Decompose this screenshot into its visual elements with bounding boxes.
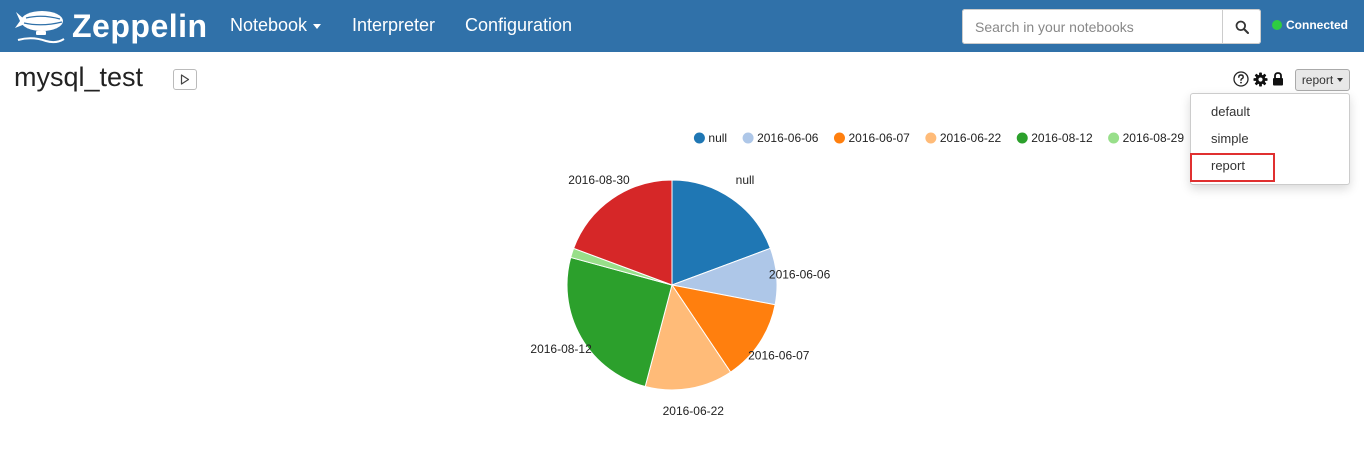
legend-swatch bbox=[1016, 132, 1028, 144]
search-input[interactable] bbox=[962, 9, 1222, 44]
legend-swatch bbox=[742, 132, 754, 144]
legend-label: 2016-06-07 bbox=[848, 131, 910, 145]
note-title[interactable]: mysql_test bbox=[14, 62, 144, 92]
connection-status: Connected bbox=[1272, 18, 1348, 32]
lock-icon bbox=[1273, 72, 1283, 86]
brand-name: Zeppelin bbox=[72, 7, 208, 44]
slice-label-2016-06-06: 2016-06-06 bbox=[769, 267, 831, 281]
pie-chart-container: null 2016-06-06 2016-06-07 2016-06-22 2016-0… bbox=[0, 95, 1364, 449]
legend-label: 2016-08-29 bbox=[1123, 131, 1185, 145]
brand-logo[interactable]: Zeppelin bbox=[12, 6, 208, 46]
legend-swatch bbox=[833, 132, 845, 144]
nav-configuration[interactable]: Configuration bbox=[465, 15, 573, 35]
legend-swatch bbox=[925, 132, 937, 144]
pie-labels: null 2016-06-06 2016-06-07 2016-06-22 2016-0… bbox=[530, 173, 830, 418]
zeppelin-logo-icon bbox=[15, 11, 65, 44]
display-mode-label: report bbox=[1301, 73, 1334, 87]
pie-slice-2016-06-22[interactable] bbox=[644, 283, 732, 391]
menu-item-simple[interactable]: simple bbox=[1211, 131, 1249, 146]
legend-label: null bbox=[708, 131, 727, 145]
settings-button[interactable] bbox=[1253, 71, 1268, 87]
pie-slice-2016-08-12[interactable] bbox=[566, 256, 673, 388]
help-button[interactable] bbox=[1233, 71, 1249, 87]
slice-label-2016-08-30: 2016-08-30 bbox=[568, 173, 630, 187]
menu-item-report-label: report bbox=[1211, 158, 1245, 173]
legend-swatch bbox=[693, 132, 705, 144]
chevron-down-icon bbox=[1337, 78, 1344, 82]
run-all-button[interactable] bbox=[173, 69, 197, 90]
slice-label-2016-06-22: 2016-06-22 bbox=[663, 404, 725, 418]
menu-item-default[interactable]: default bbox=[1211, 104, 1251, 119]
slice-label-2016-06-07: 2016-06-07 bbox=[748, 349, 810, 363]
pie-chart: null 2016-06-06 2016-06-07 2016-06-22 2016-0… bbox=[530, 131, 1184, 418]
slice-label-null: null bbox=[736, 173, 755, 187]
legend-label: 2016-08-12 bbox=[1031, 131, 1093, 145]
display-mode-menu: default simple report bbox=[1190, 93, 1350, 185]
legend-item-2016-06-22[interactable]: 2016-06-22 bbox=[925, 131, 1002, 145]
legend-swatch bbox=[1108, 132, 1120, 144]
legend-label: 2016-06-22 bbox=[940, 131, 1002, 145]
display-mode-button[interactable]: report bbox=[1295, 69, 1350, 91]
status-label: Connected bbox=[1286, 18, 1349, 32]
pie-slice-2016-06-07[interactable] bbox=[670, 284, 776, 373]
chart-legend: null 2016-06-06 2016-06-07 2016-06-22 2016-0… bbox=[693, 131, 1184, 145]
legend-item-null[interactable]: null bbox=[693, 131, 727, 145]
legend-item-2016-06-06[interactable]: 2016-06-06 bbox=[742, 131, 819, 145]
play-icon bbox=[180, 74, 190, 85]
pie-slice-2016-08-30[interactable] bbox=[572, 179, 673, 286]
nav-notebook-menu[interactable]: Notebook bbox=[230, 15, 322, 36]
pie-slice-null[interactable] bbox=[671, 179, 772, 286]
nav-notebook-label: Notebook bbox=[230, 15, 308, 35]
top-navbar: Zeppelin Notebook Interpreter Configurat… bbox=[0, 0, 1364, 52]
search-button[interactable] bbox=[1222, 9, 1261, 44]
note-tools bbox=[1233, 71, 1288, 87]
status-dot-icon bbox=[1272, 20, 1282, 30]
chevron-down-icon bbox=[313, 23, 322, 29]
search-icon bbox=[1235, 20, 1249, 34]
legend-label: 2016-06-06 bbox=[757, 131, 819, 145]
legend-item-2016-08-29[interactable]: 2016-08-29 bbox=[1108, 131, 1184, 145]
pie-slices bbox=[566, 179, 778, 391]
help-icon bbox=[1233, 71, 1249, 87]
slice-label-2016-08-12: 2016-08-12 bbox=[530, 342, 592, 356]
legend-item-2016-08-12[interactable]: 2016-08-12 bbox=[1016, 131, 1093, 145]
notebook-search bbox=[962, 9, 1261, 44]
lock-button[interactable] bbox=[1272, 72, 1284, 86]
gear-icon bbox=[1253, 71, 1268, 87]
nav-interpreter[interactable]: Interpreter bbox=[352, 15, 436, 35]
legend-item-2016-06-07[interactable]: 2016-06-07 bbox=[833, 131, 910, 145]
